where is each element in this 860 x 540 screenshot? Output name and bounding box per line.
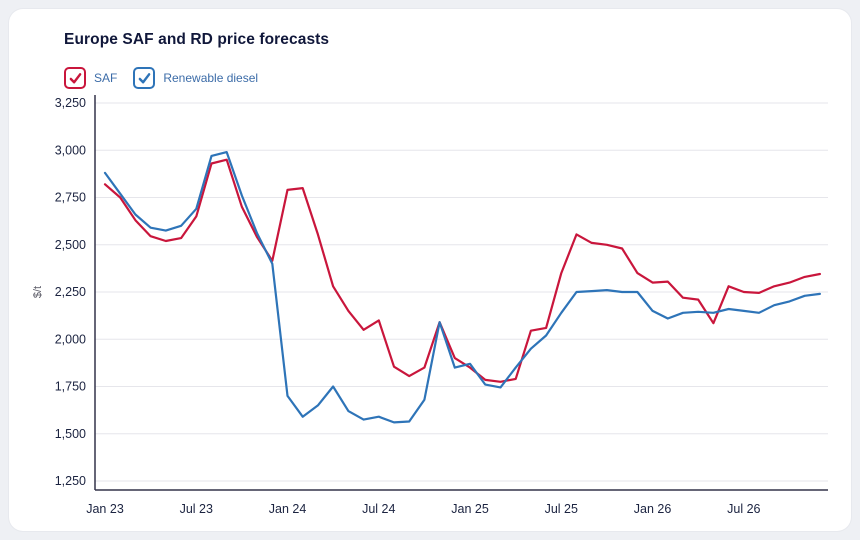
x-tick-label: Jul 26 bbox=[727, 502, 760, 516]
y-tick-label: 2,000 bbox=[55, 332, 86, 346]
renewable-diesel-checkbox[interactable] bbox=[133, 67, 156, 89]
x-tick-label: Jul 23 bbox=[180, 502, 213, 516]
x-tick-label: Jan 24 bbox=[269, 502, 307, 516]
y-tick-label: 2,250 bbox=[55, 285, 86, 299]
check-icon bbox=[138, 72, 151, 83]
x-tick-label: Jan 25 bbox=[451, 502, 489, 516]
check-icon bbox=[69, 72, 81, 83]
y-tick-label: 1,250 bbox=[55, 474, 86, 488]
legend-label-saf: SAF bbox=[94, 71, 118, 85]
saf-line bbox=[103, 158, 822, 383]
legend-item-saf[interactable]: SAF bbox=[64, 67, 117, 89]
x-tick-label: Jul 25 bbox=[545, 502, 578, 516]
chart-card: Europe SAF and RD price forecasts SAF Re… bbox=[9, 9, 851, 531]
x-tick-label: Jan 23 bbox=[86, 502, 124, 516]
legend: SAF Renewable diesel bbox=[64, 67, 258, 89]
chart-title: Europe SAF and RD price forecasts bbox=[64, 31, 330, 48]
legend-label-renewable-diesel: Renewable diesel bbox=[163, 71, 259, 85]
x-tick-label: Jul 24 bbox=[362, 502, 395, 516]
y-tick-label: 3,250 bbox=[55, 96, 86, 110]
y-tick-label: 3,000 bbox=[55, 143, 86, 157]
legend-item-renewable-diesel[interactable]: Renewable diesel bbox=[133, 67, 258, 89]
price-forecast-chart: 1,250 1,500 1,750 2,000 2,250 2,500 2,750 3,000… bbox=[32, 95, 828, 516]
y-tick-label: 2,750 bbox=[55, 191, 86, 205]
y-tick-label: 1,750 bbox=[55, 380, 86, 394]
y-tick-label: 1,500 bbox=[55, 427, 86, 441]
y-axis-title: $/t bbox=[32, 286, 44, 298]
y-tick-label: 2,500 bbox=[55, 238, 86, 252]
saf-checkbox[interactable] bbox=[64, 67, 86, 89]
renewable-diesel-line bbox=[103, 151, 822, 424]
x-tick-label: Jan 26 bbox=[634, 502, 672, 516]
